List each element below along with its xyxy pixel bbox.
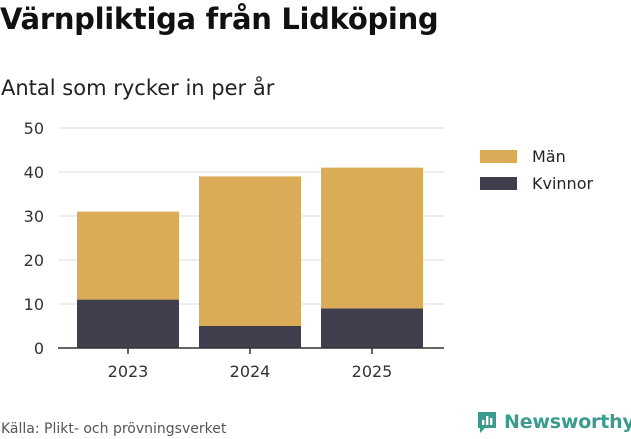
legend-swatch (480, 150, 517, 163)
bar-segment-kvinnor (199, 326, 301, 348)
bar-segment-kvinnor (321, 308, 423, 348)
chart-subtitle: Antal som rycker in per år (1, 76, 275, 100)
y-tick-label: 20 (24, 251, 44, 270)
legend-label: Män (532, 147, 566, 166)
y-tick-label: 40 (24, 163, 44, 182)
y-tick-label: 30 (24, 207, 44, 226)
x-tick-label: 2023 (108, 362, 149, 381)
stacked-bar-chart: 0 10 20 30 40 50 2023 2024 2025 Män Kvinnor (24, 119, 594, 381)
brand-name: Newsworthy (504, 411, 631, 433)
legend-label: Kvinnor (532, 174, 593, 193)
y-tick-label: 50 (24, 119, 44, 138)
legend-swatch (480, 177, 517, 190)
x-tick-label: 2025 (352, 362, 393, 381)
bar-segment-m-n (77, 211, 179, 300)
bar-segment-m-n (199, 176, 301, 326)
x-tick-label: 2024 (230, 362, 271, 381)
newsworthy-icon (478, 412, 496, 433)
y-tick-label: 0 (34, 339, 44, 358)
bar-segment-kvinnor (77, 299, 179, 348)
chart-title: Värnpliktiga från Lidköping (0, 2, 439, 36)
source-note: Källa: Plikt- och prövningsverket (1, 421, 227, 437)
bar-segment-m-n (321, 167, 423, 309)
brand-logo: Newsworthy (476, 408, 631, 436)
y-tick-label: 10 (24, 295, 44, 314)
